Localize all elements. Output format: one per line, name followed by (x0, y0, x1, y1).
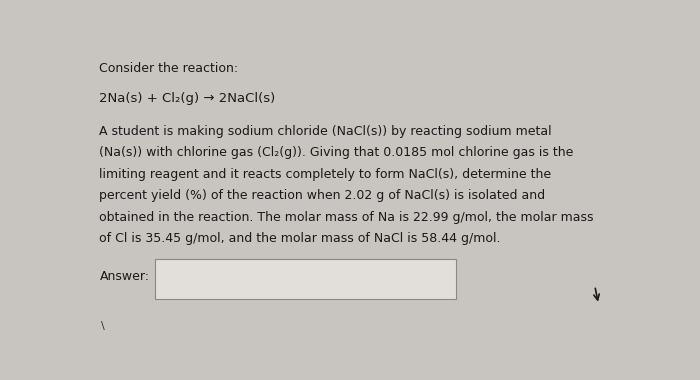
Text: percent yield (%) of the reaction when 2.02 g of NaCl(s) is isolated and: percent yield (%) of the reaction when 2… (99, 189, 545, 203)
Text: Consider the reaction:: Consider the reaction: (99, 62, 239, 75)
Text: \: \ (101, 321, 105, 331)
Text: of Cl is 35.45 g/mol, and the molar mass of NaCl is 58.44 g/mol.: of Cl is 35.45 g/mol, and the molar mass… (99, 232, 501, 245)
Text: (Na(s)) with chlorine gas (Cl₂(g)). Giving that 0.0185 mol chlorine gas is the: (Na(s)) with chlorine gas (Cl₂(g)). Givi… (99, 146, 574, 159)
Text: 2Na(s) + Cl₂(g) → 2NaCl(s): 2Na(s) + Cl₂(g) → 2NaCl(s) (99, 92, 276, 105)
FancyBboxPatch shape (155, 260, 456, 299)
Text: Answer:: Answer: (99, 271, 149, 283)
Text: obtained in the reaction. The molar mass of Na is 22.99 g/mol, the molar mass: obtained in the reaction. The molar mass… (99, 211, 594, 224)
Text: limiting reagent and it reacts completely to form NaCl(s), determine the: limiting reagent and it reacts completel… (99, 168, 552, 181)
Text: A student is making sodium chloride (NaCl(s)) by reacting sodium metal: A student is making sodium chloride (NaC… (99, 125, 552, 138)
